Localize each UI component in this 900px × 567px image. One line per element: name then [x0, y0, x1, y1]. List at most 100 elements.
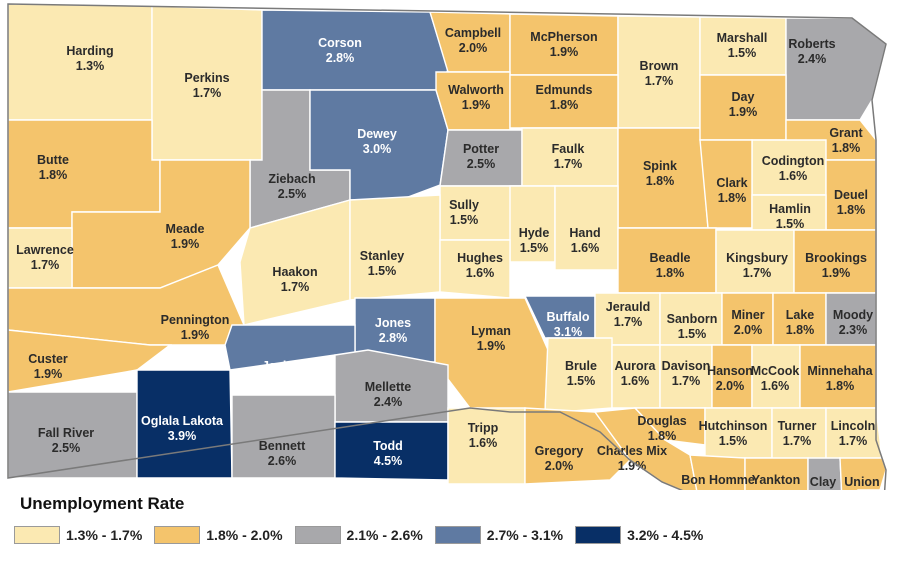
county-name-stanley: Stanley: [360, 249, 405, 263]
county-rate-lake: 1.8%: [786, 323, 815, 337]
county-name-perkins: Perkins: [184, 71, 229, 85]
county-rate-yankton: 1.8%: [762, 488, 791, 490]
county-rate-deuel: 1.8%: [837, 203, 866, 217]
county-rate-kingsbury: 1.7%: [743, 266, 772, 280]
county-rate-hamlin: 1.5%: [776, 217, 805, 231]
county-haakon: [239, 199, 351, 326]
county-rate-potter: 2.5%: [467, 157, 496, 171]
county-name-oglala-lakota: Oglala Lakota: [141, 414, 224, 428]
county-bon-homme: [689, 454, 746, 490]
county-name-clay: Clay: [810, 475, 836, 489]
county-rate-jones: 2.8%: [379, 331, 408, 345]
county-name-gregory: Gregory: [535, 444, 584, 458]
county-name-walworth: Walworth: [448, 83, 504, 97]
county-rate-codington: 1.6%: [779, 169, 808, 183]
county-rate-dewey: 3.0%: [363, 142, 392, 156]
county-rate-mellette: 2.4%: [374, 395, 403, 409]
county-rate-hyde: 1.5%: [520, 241, 549, 255]
county-rate-aurora: 1.6%: [621, 374, 650, 388]
legend-title: Unemployment Rate: [20, 494, 185, 513]
legend-swatch: [575, 526, 622, 544]
county-name-bennett: Bennett: [259, 439, 306, 453]
county-name-roberts: Roberts: [788, 37, 835, 51]
county-name-jackson: Jackson: [262, 359, 312, 373]
county-name-douglas: Douglas: [637, 414, 686, 428]
county-name-hand: Hand: [569, 226, 600, 240]
county-name-yankton: Yankton: [752, 473, 801, 487]
legend: 1.3% - 1.7% 1.8% - 2.0% 2.1% - 2.6% 2.7% - …: [14, 526, 703, 544]
county-corson: [261, 9, 449, 91]
county-name-harding: Harding: [66, 44, 113, 58]
county-rate-mccook: 1.6%: [761, 379, 790, 393]
legend-label: 2.7% - 3.1%: [486, 527, 564, 543]
county-rate-minnehaha: 1.8%: [826, 379, 855, 393]
county-name-jerauld: Jerauld: [606, 300, 650, 314]
south-dakota-county-map: Harding1.3%Perkins1.7%Corson2.8%Campbell…: [7, 3, 887, 490]
county-rate-hanson: 2.0%: [716, 379, 745, 393]
county-yankton: [744, 457, 809, 490]
county-name-charles-mix: Charles Mix: [597, 444, 667, 458]
county-name-butte: Butte: [37, 153, 69, 167]
county-rate-davison: 1.7%: [672, 374, 701, 388]
legend-swatch: [434, 526, 481, 544]
county-name-edmunds: Edmunds: [536, 83, 593, 97]
county-name-beadle: Beadle: [650, 251, 691, 265]
county-name-grant: Grant: [829, 126, 863, 140]
county-name-tripp: Tripp: [468, 421, 499, 435]
county-name-spink: Spink: [643, 159, 677, 173]
county-hutchinson: [704, 407, 773, 459]
county-rate-gregory: 2.0%: [545, 459, 574, 473]
county-rate-haakon: 1.7%: [281, 280, 310, 294]
county-rate-hand: 1.6%: [571, 241, 600, 255]
county-name-ziebach: Ziebach: [268, 172, 315, 186]
county-name-dewey: Dewey: [357, 127, 397, 141]
county-rate-meade: 1.9%: [171, 237, 200, 251]
county-rate-faulk: 1.7%: [554, 157, 583, 171]
county-rate-butte: 1.8%: [39, 168, 68, 182]
county-name-hanson: Hanson: [707, 364, 753, 378]
legend-label: 1.3% - 1.7%: [66, 527, 143, 543]
county-name-lyman: Lyman: [471, 324, 511, 338]
county-rate-bon-homme: 1.9%: [704, 488, 733, 490]
county-name-mellette: Mellette: [365, 380, 412, 394]
county-lyman: [434, 297, 549, 413]
county-name-todd: Todd: [373, 439, 403, 453]
county-name-moody: Moody: [833, 308, 873, 322]
county-rate-fall-river: 2.5%: [52, 441, 81, 455]
county-name-hughes: Hughes: [457, 251, 503, 265]
legend-item: 1.3% - 1.7%: [14, 526, 142, 544]
county-rate-ziebach: 2.5%: [278, 187, 307, 201]
county-rate-bennett: 2.6%: [268, 454, 297, 468]
county-rate-pennington: 1.9%: [181, 328, 210, 342]
county-name-sanborn: Sanborn: [667, 312, 718, 326]
county-rate-todd: 4.5%: [374, 454, 403, 468]
county-rate-lyman: 1.9%: [477, 339, 506, 353]
county-rate-sanborn: 1.5%: [678, 327, 707, 341]
county-name-davison: Davison: [662, 359, 711, 373]
county-name-aurora: Aurora: [615, 359, 657, 373]
county-rate-brule: 1.5%: [567, 374, 596, 388]
county-name-fall-river: Fall River: [38, 426, 94, 440]
county-rate-jackson: 2.9%: [273, 374, 302, 388]
county-rate-harding: 1.3%: [76, 59, 105, 73]
county-name-lake: Lake: [786, 308, 815, 322]
county-name-mcpherson: McPherson: [530, 30, 597, 44]
county-name-brookings: Brookings: [805, 251, 867, 265]
state-outline: [7, 3, 887, 490]
county-stanley: [349, 194, 441, 301]
county-name-lincoln: Lincoln: [831, 419, 875, 433]
county-name-pennington: Pennington: [161, 313, 230, 327]
county-clay: [807, 457, 843, 490]
county-name-custer: Custer: [28, 352, 68, 366]
county-rate-lincoln: 1.7%: [839, 434, 868, 448]
county-rate-oglala-lakota: 3.9%: [168, 429, 197, 443]
county-rate-beadle: 1.8%: [656, 266, 685, 280]
county-rate-douglas: 1.8%: [648, 429, 677, 443]
legend-item: 3.2% - 4.5%: [575, 526, 703, 544]
legend-label: 2.1% - 2.6%: [346, 527, 423, 543]
county-rate-roberts: 2.4%: [798, 52, 827, 66]
county-name-sully: Sully: [449, 198, 479, 212]
county-name-codington: Codington: [762, 154, 824, 168]
county-name-turner: Turner: [778, 419, 817, 433]
county-rate-buffalo: 3.1%: [554, 325, 583, 339]
